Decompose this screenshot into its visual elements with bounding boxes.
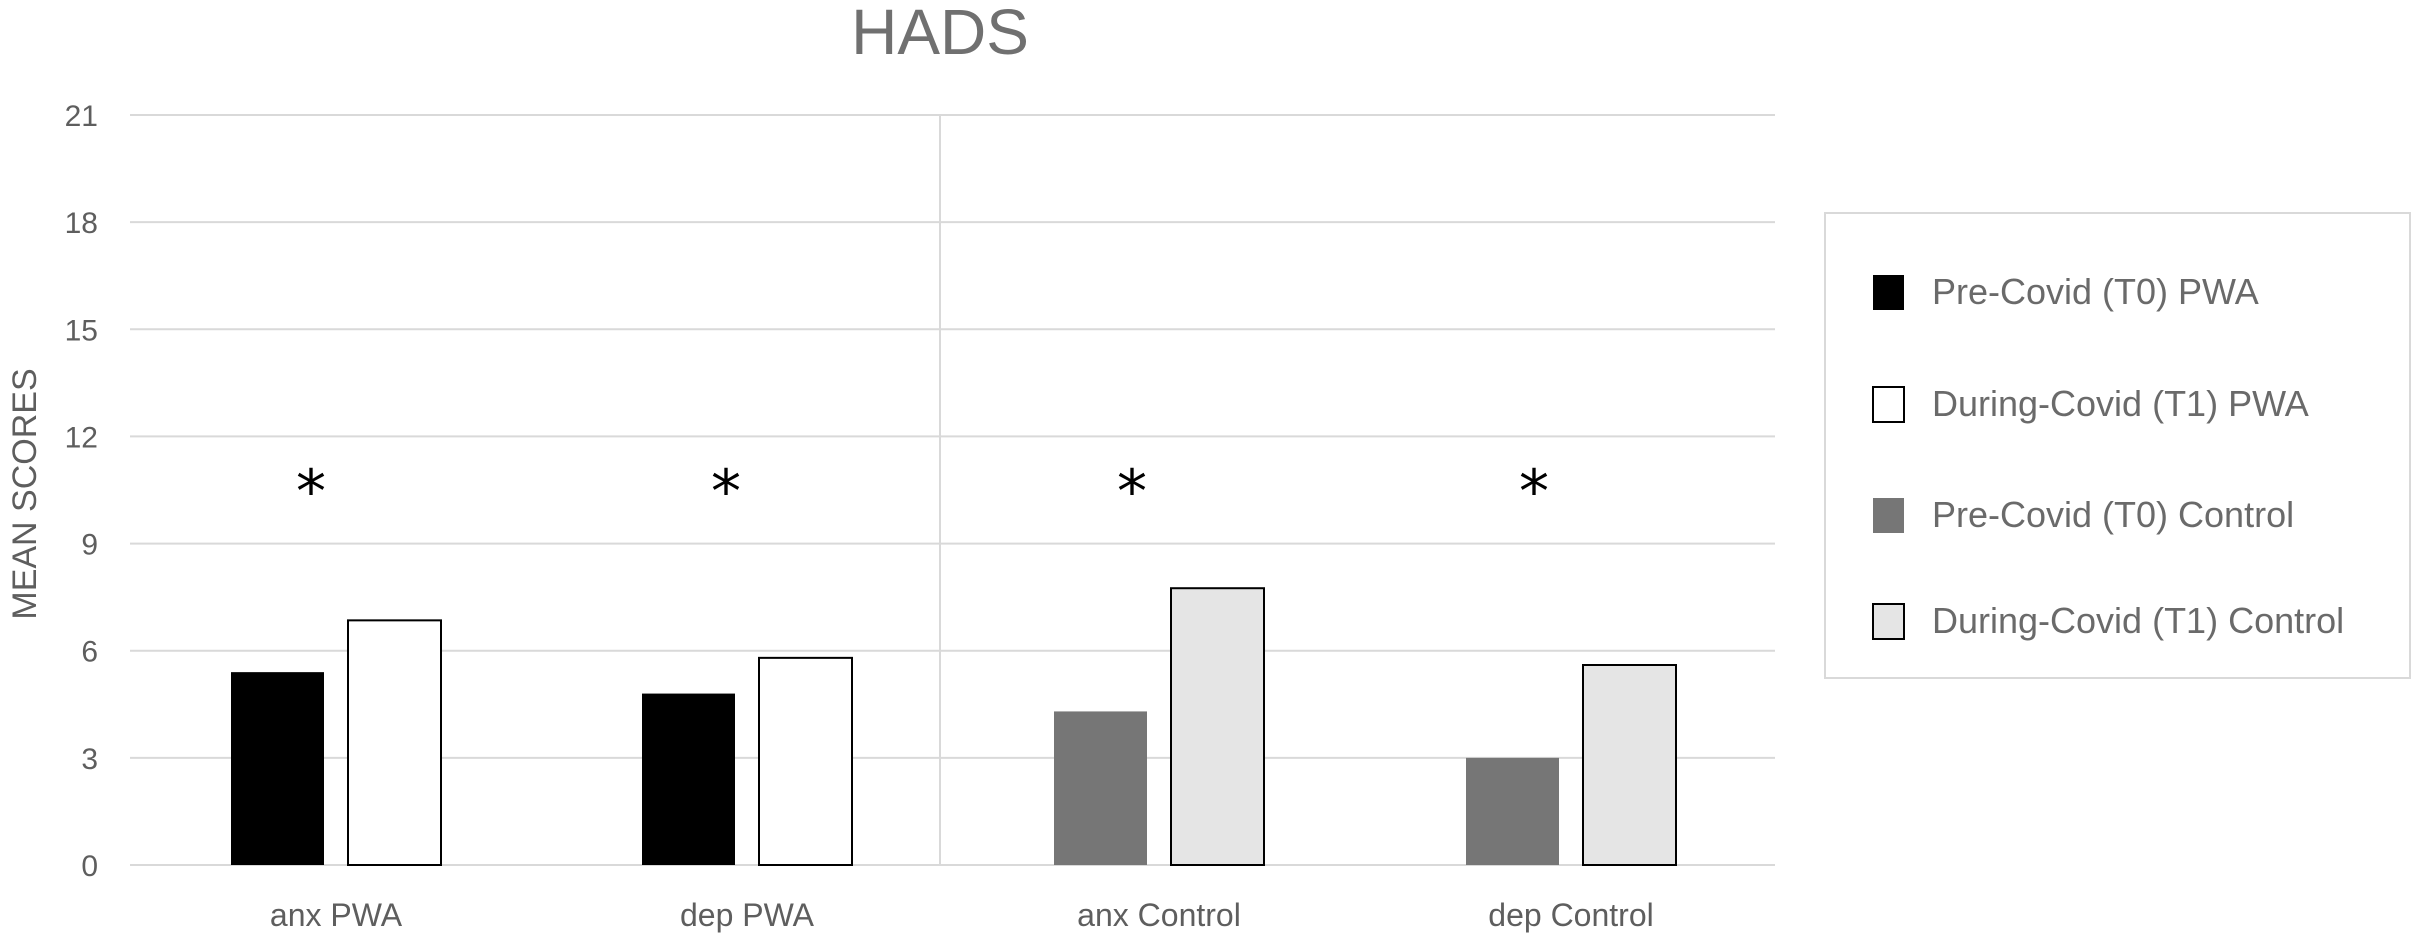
bar bbox=[347, 619, 442, 866]
bar bbox=[1170, 587, 1265, 866]
legend-swatch bbox=[1872, 386, 1905, 423]
y-tick-label: 21 bbox=[65, 100, 98, 133]
bar bbox=[1582, 664, 1677, 866]
bar bbox=[1466, 757, 1559, 865]
significance-star: * bbox=[1519, 457, 1549, 527]
legend-label: During-Covid (T1) Control bbox=[1932, 600, 2344, 641]
bar bbox=[231, 672, 324, 865]
legend-frame bbox=[1824, 212, 2411, 679]
legend: Pre-Covid (T0) PWA During-Covid (T1) PWA P… bbox=[1824, 212, 2411, 679]
legend-swatch bbox=[1873, 498, 1904, 533]
significance-star: * bbox=[711, 457, 741, 527]
y-tick-label: 6 bbox=[81, 636, 98, 669]
y-tick-label: 15 bbox=[65, 314, 98, 347]
y-tick-label: 3 bbox=[81, 743, 98, 776]
chart-title: HADS bbox=[851, 0, 1029, 68]
legend-swatch bbox=[1872, 603, 1905, 640]
legend-label: During-Covid (T1) PWA bbox=[1932, 383, 2309, 424]
legend-label: Pre-Covid (T0) PWA bbox=[1932, 271, 2259, 312]
x-category-label: dep PWA bbox=[680, 897, 815, 933]
y-tick-label: 9 bbox=[81, 529, 98, 562]
x-category-label: anx PWA bbox=[270, 897, 403, 933]
legend-label: Pre-Covid (T0) Control bbox=[1932, 494, 2294, 535]
bar bbox=[758, 656, 853, 866]
significance-star: * bbox=[296, 457, 326, 527]
bar bbox=[642, 693, 735, 865]
significance-star: * bbox=[1117, 457, 1147, 527]
bar bbox=[1054, 711, 1147, 865]
y-axis-label: MEAN SCORES bbox=[6, 368, 44, 619]
y-tick-label: 12 bbox=[65, 421, 98, 454]
legend-items: Pre-Covid (T0) PWA During-Covid (T1) PWA P… bbox=[1872, 271, 2344, 641]
x-category-label: anx Control bbox=[1077, 897, 1241, 933]
x-category-label: dep Control bbox=[1488, 897, 1653, 933]
y-tick-label: 18 bbox=[65, 207, 98, 240]
y-axis-ticks: 0 3 6 9 12 15 18 21 bbox=[65, 100, 98, 883]
x-axis-categories: anx PWA dep PWA anx Control dep Control bbox=[270, 897, 1654, 933]
bars bbox=[231, 587, 1677, 866]
significance-annotations: * * * * bbox=[296, 457, 1549, 527]
legend-swatch bbox=[1873, 275, 1904, 310]
y-tick-label: 0 bbox=[81, 850, 98, 883]
